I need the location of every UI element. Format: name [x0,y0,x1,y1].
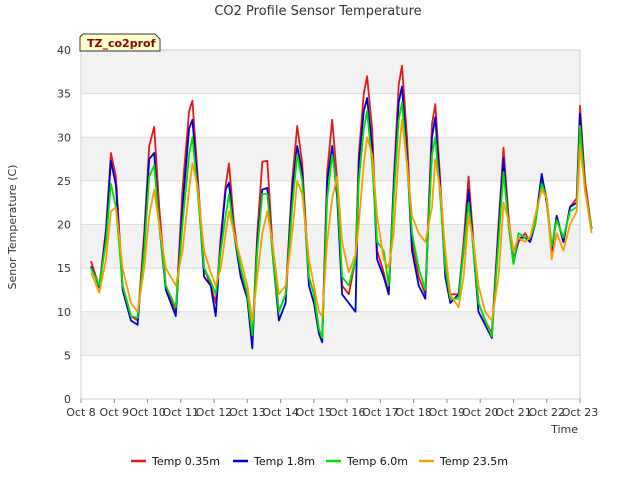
grid-band [81,268,580,312]
series-lines [90,64,593,350]
plot-area-frame [80,49,581,400]
x-tick-label: Oct 22 [528,406,565,419]
x-tick-label: Oct 15 [296,406,333,419]
badge-box [79,33,161,52]
grid-band [81,311,580,356]
x-tick-label: Oct 9 [100,406,130,419]
x-axis-label: Time [550,423,578,436]
y-axis-label: Senor Temperature (C) [6,165,19,290]
legend-label-2: Temp 1.8m [253,455,315,468]
x-tick-label: Oct 19 [429,406,466,419]
y-tick-label: 5 [64,349,71,362]
x-tick-label: Oct 8 [66,406,96,419]
grid-band [81,355,580,399]
x-tick-label: Oct 17 [362,406,399,419]
y-tick-label: 10 [57,306,71,319]
legend-label-3: Temp 6.0m [346,455,408,468]
series-line-4 [90,118,593,322]
legend-label-4: Temp 23.5m [439,455,508,468]
y-tick-label: 20 [57,219,71,232]
y-tick-label: 0 [64,393,71,406]
x-tick-label: Oct 14 [262,406,299,419]
grid-bands [81,49,580,400]
y-axis: 0 5 10 15 20 25 30 35 40 [57,44,71,406]
y-tick-label: 15 [57,262,71,275]
x-tick-label: Oct 10 [129,406,166,419]
grid-band [81,224,580,269]
x-tick-label: Oct 13 [229,406,266,419]
x-tick-label: Oct 18 [395,406,432,419]
legend: Temp 0.35m Temp 1.8m Temp 6.0m Temp 23.5m [131,455,508,468]
x-tick-label: Oct 12 [196,406,233,419]
y-tick-label: 35 [57,88,71,101]
x-tick-label: Oct 20 [462,406,499,419]
x-tick-label: Oct 23 [562,406,599,419]
chart-title: CO2 Profile Sensor Temperature [214,4,421,19]
x-tick-label: Oct 21 [495,406,532,419]
legend-label-1: Temp 0.35m [151,455,220,468]
y-tick-label: 30 [57,131,71,144]
grid-band [81,50,580,94]
badge-label: TZ_co2prof [87,37,156,50]
site-badge: TZ_co2prof [79,33,161,52]
y-tick-label: 25 [57,175,71,188]
x-tick-label: Oct 11 [163,406,200,419]
x-tick-label: Oct 16 [329,406,366,419]
y-tick-label: 40 [57,44,71,57]
